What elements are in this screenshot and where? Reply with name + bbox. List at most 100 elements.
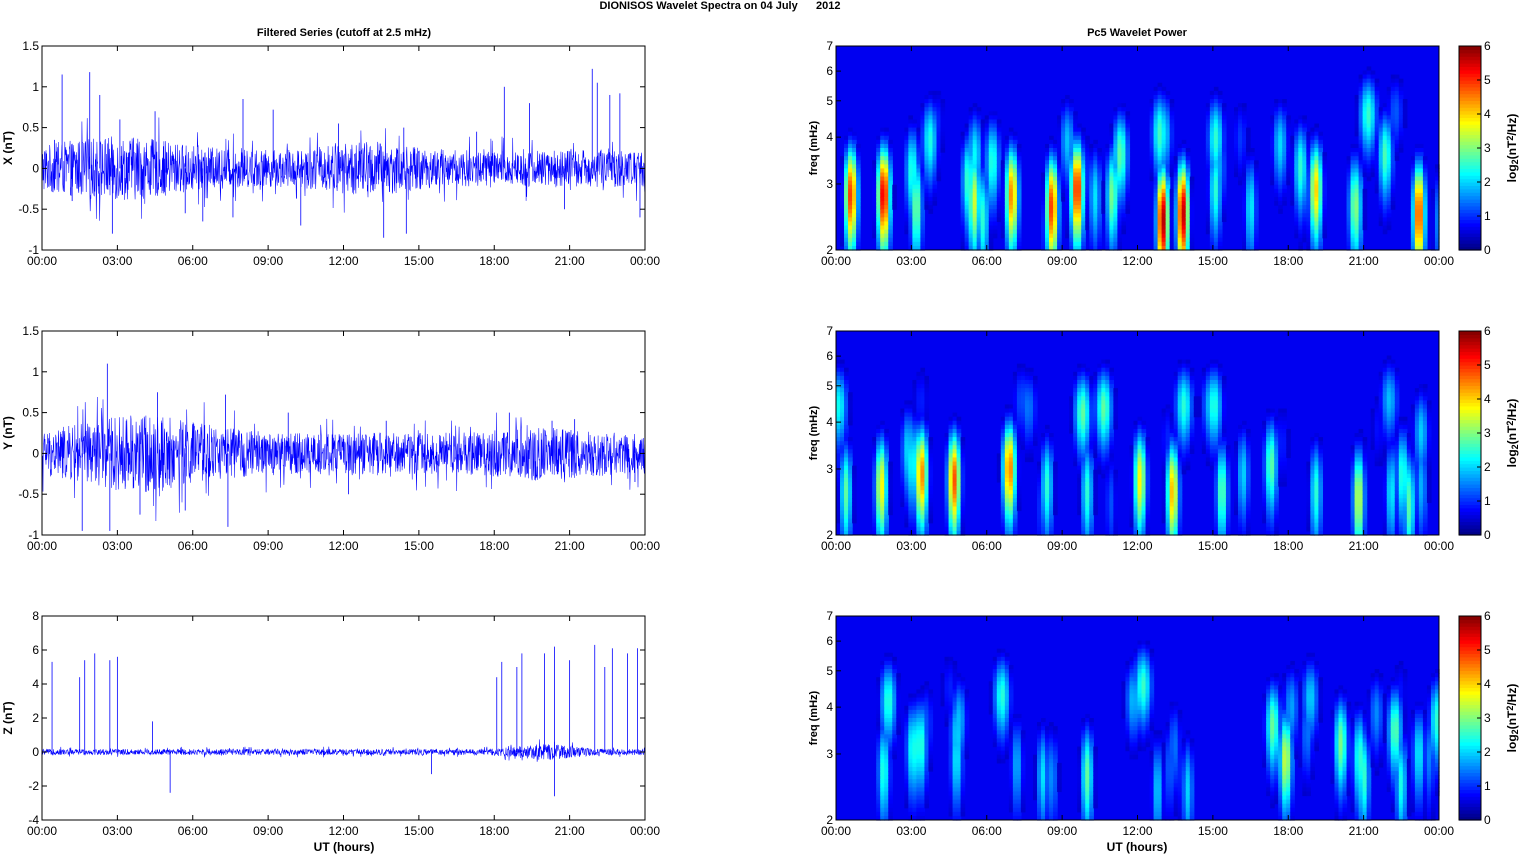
wavelet-panel-3-colorbar-tick-label: 1 xyxy=(1484,779,1491,793)
line-panel-2-xtick-label: 15:00 xyxy=(404,539,434,553)
wavelet-panel-2-xtick-label: 15:00 xyxy=(1198,539,1228,553)
wavelet-panel-2-colorbar-tick-label: 2 xyxy=(1484,460,1491,474)
line-panel-3-ytick-label: 4 xyxy=(32,677,39,691)
line-panel-2-xtick-label: 18:00 xyxy=(479,539,509,553)
wavelet-panel-1-colorbar-tick-label: 1 xyxy=(1484,209,1491,223)
left-column-title: Filtered Series (cutoff at 2.5 mHz) xyxy=(257,27,432,39)
wavelet-panel-3-colorbar-tick-label: 5 xyxy=(1484,643,1491,657)
wavelet-panel-1-image xyxy=(840,66,1440,251)
wavelet-panel-2-xtick-label: 09:00 xyxy=(1047,539,1077,553)
line-panel-2-ytick-label: -0.5 xyxy=(18,487,39,501)
line-panel-3-ytick-label: -4 xyxy=(28,813,39,827)
line-panel-3-xtick-label: 00:00 xyxy=(27,824,57,838)
line-panel-1-xtick-label: 18:00 xyxy=(479,254,509,268)
line-panel-2-xtick-label: 12:00 xyxy=(328,539,358,553)
line-panel-2-ylabel: Y (nT) xyxy=(1,416,15,450)
line-panel-1-xtick-label: 21:00 xyxy=(555,254,585,268)
line-panel-2-xtick-label: 00:00 xyxy=(27,539,57,553)
wavelet-panel-1-ytick-label: 2 xyxy=(826,243,833,257)
wavelet-panel-3-colorbar-tick-label: 0 xyxy=(1484,813,1491,827)
wavelet-panel-2-xtick-label: 18:00 xyxy=(1273,539,1303,553)
wavelet-panel-1-xtick-label: 00:00 xyxy=(1424,254,1454,268)
wavelet-panel-3-colorbar xyxy=(1459,616,1481,821)
wavelet-panel-2-colorbar-tick-label: 6 xyxy=(1484,324,1491,338)
wavelet-panel-1-ytick-label: 6 xyxy=(826,64,833,78)
right-column-title: Pc5 Wavelet Power xyxy=(1087,27,1188,39)
wavelet-panel-2-colorbar-tick-label: 0 xyxy=(1484,528,1491,542)
line-panel-2-xtick-label: 00:00 xyxy=(630,539,660,553)
line-panel-3-ytick-label: 0 xyxy=(32,745,39,759)
wavelet-panel-3-ytick-label: 5 xyxy=(826,664,833,678)
line-panel-2-ytick-label: 0 xyxy=(32,446,39,460)
right-xlabel: UT (hours) xyxy=(1107,840,1168,854)
line-panel-2-xtick-label: 09:00 xyxy=(253,539,283,553)
line-panel-3-xtick-label: 12:00 xyxy=(328,824,358,838)
line-panel-1-ytick-label: 1.5 xyxy=(22,39,39,53)
wavelet-panel-3-xtick-label: 21:00 xyxy=(1349,824,1379,838)
wavelet-panel-2-xtick-label: 00:00 xyxy=(1424,539,1454,553)
line-panel-1-xtick-label: 12:00 xyxy=(328,254,358,268)
wavelet-panel-1-xtick-label: 00:00 xyxy=(821,254,851,268)
wavelet-panel-2-ytick-label: 4 xyxy=(826,415,833,429)
wavelet-panel-3-colorbar-tick-label: 3 xyxy=(1484,711,1491,725)
wavelet-panel-3-ytick-label: 3 xyxy=(826,747,833,761)
wavelet-panel-1-xtick-label: 18:00 xyxy=(1273,254,1303,268)
left-xlabel: UT (hours) xyxy=(314,840,375,854)
line-panel-1-ytick-label: -0.5 xyxy=(18,202,39,216)
wavelet-panel-1-xtick-label: 12:00 xyxy=(1122,254,1152,268)
line-panel-2-xtick-label: 21:00 xyxy=(555,539,585,553)
line-panel-3-xtick-label: 09:00 xyxy=(253,824,283,838)
wavelet-panel-1-xtick-label: 15:00 xyxy=(1198,254,1228,268)
line-panel-2-ytick-label: -1 xyxy=(28,528,39,542)
wavelet-panel-3-xtick-label: 00:00 xyxy=(821,824,851,838)
line-panel-3-ylabel: Z (nT) xyxy=(1,701,15,734)
wavelet-panel-2-xtick-label: 21:00 xyxy=(1349,539,1379,553)
line-panel-3-xtick-label: 18:00 xyxy=(479,824,509,838)
line-panel-2-noise-trace xyxy=(41,396,646,522)
wavelet-panel-3-ylabel: freq (mHz) xyxy=(808,690,820,745)
wavelet-panel-1-ytick-label: 3 xyxy=(826,177,833,191)
line-panel-1-ytick-label: -1 xyxy=(28,243,39,257)
line-panel-1-xtick-label: 06:00 xyxy=(178,254,208,268)
wavelet-panel-3-xtick-label: 18:00 xyxy=(1273,824,1303,838)
line-panel-1-xtick-label: 09:00 xyxy=(253,254,283,268)
line-panel-2-ytick-label: 1 xyxy=(32,365,39,379)
line-panel-1-noise-trace xyxy=(41,117,646,221)
wavelet-panel-3-colorbar-tick-label: 6 xyxy=(1484,609,1491,623)
line-panel-1-xtick-label: 03:00 xyxy=(102,254,132,268)
line-panel-3-xtick-label: 15:00 xyxy=(404,824,434,838)
wavelet-panel-2-colorbar-tick-label: 3 xyxy=(1484,426,1491,440)
line-panel-3-xtick-label: 00:00 xyxy=(630,824,660,838)
wavelet-panel-2-colorbar-tick-label: 5 xyxy=(1484,358,1491,372)
line-panel-1-xtick-label: 15:00 xyxy=(404,254,434,268)
wavelet-panel-3-ytick-label: 6 xyxy=(826,634,833,648)
wavelet-panel-1-ylabel: freq (mHz) xyxy=(808,120,820,175)
line-panel-3-xtick-label: 06:00 xyxy=(178,824,208,838)
line-panel-3-ytick-label: -2 xyxy=(28,779,39,793)
wavelet-panel-2-xtick-label: 06:00 xyxy=(972,539,1002,553)
wavelet-panel-2-xtick-label: 12:00 xyxy=(1122,539,1152,553)
wavelet-panel-2-colorbar xyxy=(1459,331,1481,536)
wavelet-panel-3-xtick-label: 15:00 xyxy=(1198,824,1228,838)
wavelet-panel-1-ytick-label: 7 xyxy=(826,39,833,53)
wavelet-panel-3-xtick-label: 12:00 xyxy=(1122,824,1152,838)
wavelet-panel-3-colorbar-label: log2(nT2/Hz) xyxy=(1505,684,1520,753)
wavelet-panel-1-colorbar-label: log2(nT2/Hz) xyxy=(1505,114,1520,183)
wavelet-panel-1-colorbar-tick-label: 2 xyxy=(1484,175,1491,189)
line-panel-3-ytick-label: 6 xyxy=(32,643,39,657)
wavelet-panel-2-ytick-label: 6 xyxy=(826,349,833,363)
wavelet-panel-2-colorbar-label: log2(nT2/Hz) xyxy=(1505,399,1520,468)
wavelet-panel-3-xtick-label: 09:00 xyxy=(1047,824,1077,838)
wavelet-panel-3-ytick-label: 2 xyxy=(826,813,833,827)
wavelet-panel-1-xtick-label: 21:00 xyxy=(1349,254,1379,268)
wavelet-panel-1-ytick-label: 5 xyxy=(826,94,833,108)
line-panel-2-ytick-label: 0.5 xyxy=(22,406,39,420)
wavelet-panel-3-ytick-label: 4 xyxy=(826,700,833,714)
line-panel-2-ytick-label: 1.5 xyxy=(22,324,39,338)
line-panel-1-ytick-label: 1 xyxy=(32,80,39,94)
wavelet-panel-3-image xyxy=(876,640,1440,821)
line-panel-1-ylabel: X (nT) xyxy=(1,131,15,165)
wavelet-panel-1-ytick-label: 4 xyxy=(826,130,833,144)
line-panel-1-xtick-label: 00:00 xyxy=(630,254,660,268)
